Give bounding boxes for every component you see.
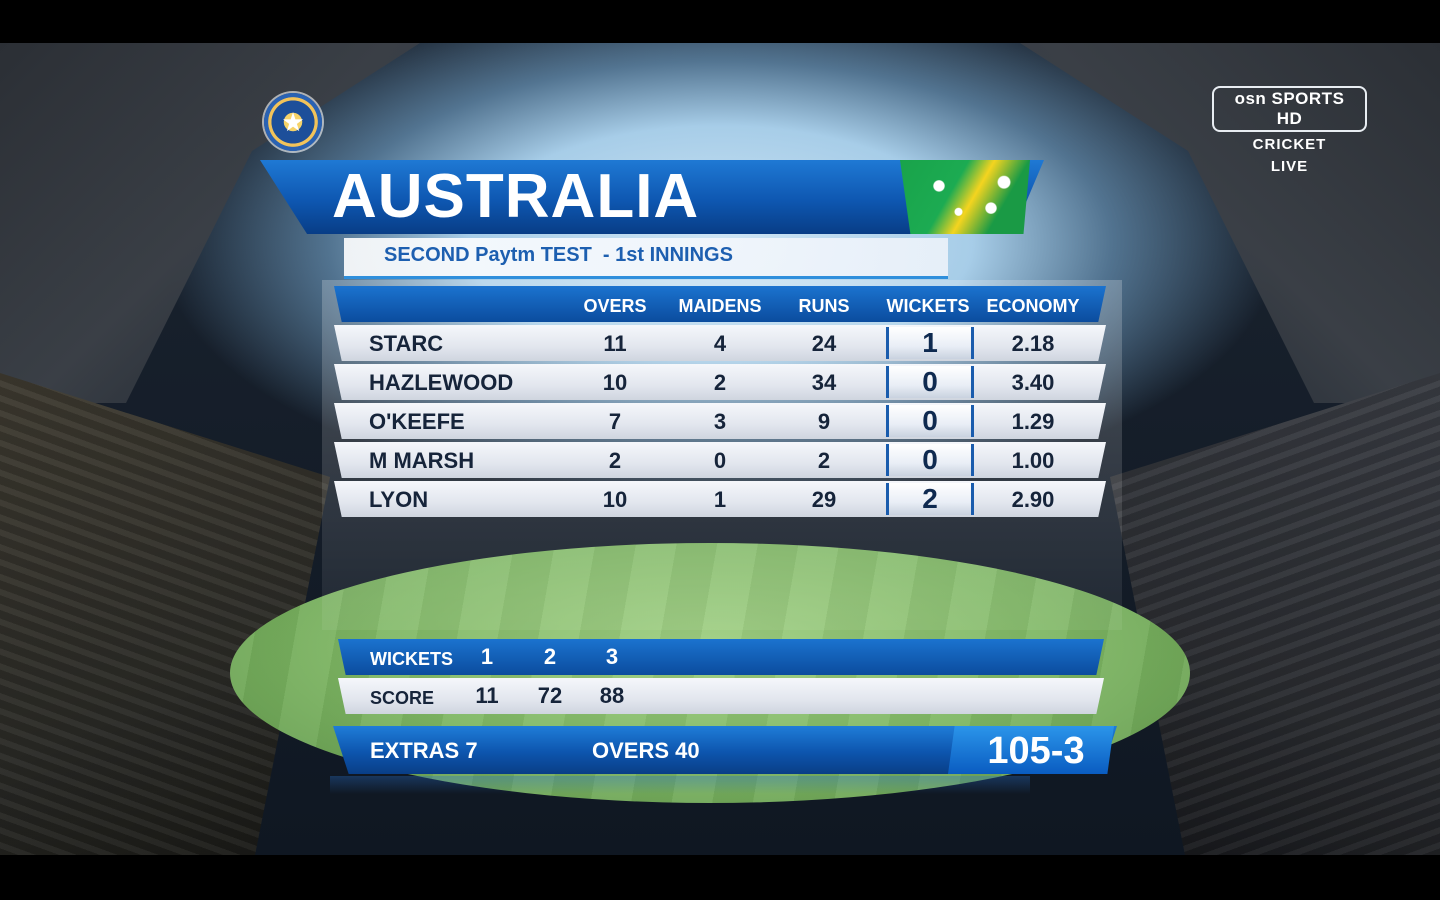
bowler-runs: 2 xyxy=(817,448,831,473)
bowler-economy: 3.40 xyxy=(1011,370,1055,395)
bowler-runs: 24 xyxy=(811,331,837,356)
fall-of-wickets-header: WICKETS 1 2 3 xyxy=(338,639,1104,675)
fow-score-label: SCORE xyxy=(370,688,435,708)
table-row: M MARSH 2 0 2 0 1.00 xyxy=(334,442,1106,478)
bowler-overs: 10 xyxy=(602,487,628,512)
scorecard-reflection xyxy=(330,776,1030,794)
bowler-economy: 2.90 xyxy=(1011,487,1055,512)
bowler-name: M MARSH xyxy=(369,448,475,473)
bowling-table: OVERS MAIDENS RUNS WICKETS ECONOMY STARC… xyxy=(334,286,1106,517)
board-logo-icon: ★ xyxy=(264,93,322,151)
bowler-economy: 2.18 xyxy=(1011,331,1055,356)
channel-line2: LIVE xyxy=(1270,158,1309,175)
bowler-wickets: 0 xyxy=(886,405,974,437)
header-overs: OVERS xyxy=(583,296,647,316)
table-row: HAZLEWOOD 10 2 34 0 3.40 xyxy=(334,364,1106,400)
table-row: STARC 11 4 24 1 2.18 xyxy=(334,325,1106,361)
bowler-economy: 1.00 xyxy=(1011,448,1055,473)
fow-score-value: 72 xyxy=(537,683,563,708)
bowler-wickets: 0 xyxy=(886,444,974,476)
table-header: OVERS MAIDENS RUNS WICKETS ECONOMY xyxy=(334,286,1106,322)
fow-wicket-number: 3 xyxy=(605,644,619,669)
bowler-overs: 7 xyxy=(608,409,622,434)
bowler-runs: 34 xyxy=(811,370,837,395)
bowler-name: HAZLEWOOD xyxy=(369,370,514,395)
bowler-wickets: 1 xyxy=(886,327,974,359)
bowler-overs: 2 xyxy=(608,448,622,473)
bowler-name: LYON xyxy=(369,487,429,512)
total-score-box xyxy=(948,726,1114,774)
header-runs: RUNS xyxy=(798,296,850,316)
bowler-maidens: 1 xyxy=(713,487,727,512)
bowler-runs: 9 xyxy=(817,409,831,434)
fow-score-value: 11 xyxy=(475,683,499,708)
bowler-wickets: 2 xyxy=(886,483,974,515)
bowler-overs: 11 xyxy=(603,331,627,356)
header-economy: ECONOMY xyxy=(986,296,1080,316)
bowler-maidens: 0 xyxy=(713,448,727,473)
bowler-overs: 10 xyxy=(602,370,628,395)
bowler-economy: 1.29 xyxy=(1011,409,1055,434)
crowd-stand-right xyxy=(1110,373,1440,855)
bowler-runs: 29 xyxy=(811,487,837,512)
table-row: O'KEEFE 7 3 9 0 1.29 xyxy=(334,403,1106,439)
header-maidens: MAIDENS xyxy=(678,296,762,316)
table-row: LYON 10 1 29 2 2.90 xyxy=(334,481,1106,517)
extras-text: EXTRAS 7 xyxy=(370,738,478,763)
channel-watermark: osn SPORTS HD CRICKET LIVE xyxy=(1212,86,1367,176)
header-wickets: WICKETS xyxy=(886,296,970,316)
match-subtitle: SECOND Paytm TEST - 1st INNINGS xyxy=(384,244,733,266)
fall-of-wickets-scores: SCORE 11 72 88 xyxy=(338,678,1104,714)
channel-line1: CRICKET xyxy=(1252,136,1327,153)
overs-total-text: OVERS 40 xyxy=(592,738,700,763)
bowler-name: STARC xyxy=(369,331,444,356)
bowler-maidens: 4 xyxy=(713,331,727,356)
team-name: AUSTRALIA xyxy=(332,162,700,231)
bowler-wickets: 0 xyxy=(886,366,974,398)
channel-name: osn SPORTS HD xyxy=(1212,86,1367,132)
fow-wicket-number: 1 xyxy=(480,644,494,669)
australia-flag-icon xyxy=(900,160,1030,234)
fow-score-value: 88 xyxy=(599,683,625,708)
total-score: 105-3 xyxy=(987,730,1085,772)
bowler-maidens: 3 xyxy=(713,409,727,434)
bowler-maidens: 2 xyxy=(713,370,727,395)
bowler-name: O'KEEFE xyxy=(369,409,465,434)
fow-wicket-number: 2 xyxy=(543,644,557,669)
match-subtitle-bar xyxy=(344,238,948,279)
fow-wickets-label: WICKETS xyxy=(370,649,453,669)
